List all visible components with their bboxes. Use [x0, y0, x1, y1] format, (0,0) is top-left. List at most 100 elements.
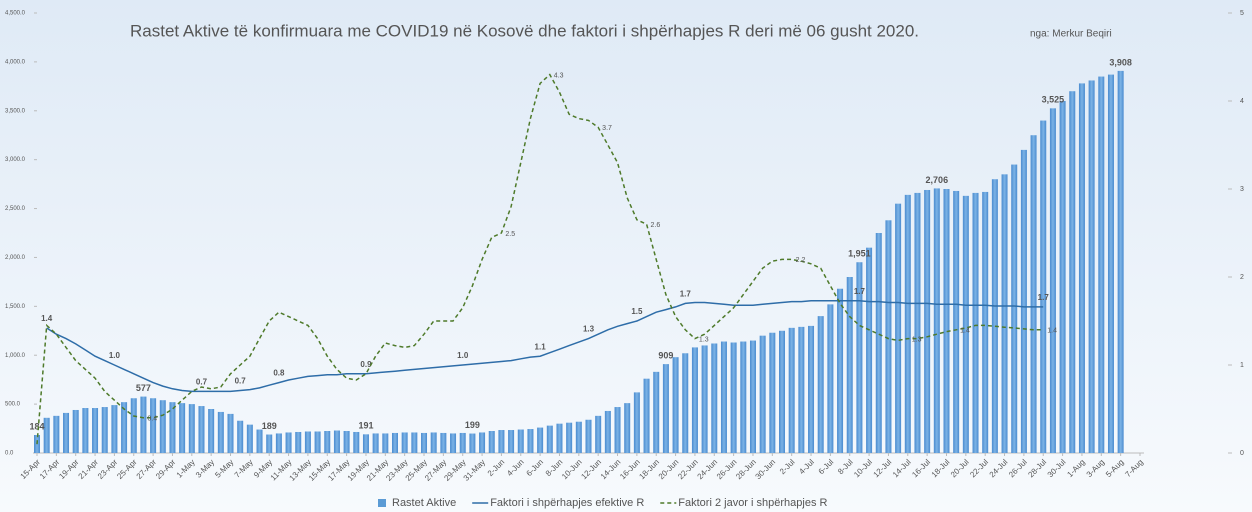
- bar: [972, 192, 979, 453]
- bar: [769, 332, 776, 453]
- bar: [159, 400, 166, 453]
- bar: [701, 345, 708, 453]
- data-label: 2.2: [796, 257, 806, 264]
- bar: [246, 424, 253, 453]
- data-label: 909: [658, 350, 673, 360]
- bar: [1001, 174, 1008, 454]
- bar: [798, 326, 805, 453]
- y-tick-label: 2,000.0: [5, 255, 26, 261]
- data-label: 2,706: [926, 175, 949, 185]
- data-label: 1.0: [457, 351, 469, 360]
- bar: [169, 402, 176, 453]
- data-label: 1.3: [912, 336, 922, 343]
- bar: [875, 233, 882, 453]
- y2-tick-label: 5: [1240, 10, 1244, 17]
- data-label: 191: [358, 421, 373, 431]
- bar: [827, 304, 834, 453]
- legend-label: Rastet Aktive: [392, 497, 456, 509]
- chart-subtitle: nga: Merkur Beqiri: [1030, 29, 1112, 40]
- bar: [179, 403, 186, 453]
- legend: Rastet Aktive Faktori i shpërhapjes efekt…: [378, 497, 828, 509]
- data-label: 2.6: [651, 222, 661, 229]
- y-tick-label: 500.0: [5, 402, 21, 408]
- data-label: 3.7: [602, 125, 612, 132]
- bar: [140, 396, 147, 453]
- bar: [72, 409, 79, 453]
- bar: [1059, 101, 1066, 453]
- bar: [237, 420, 244, 453]
- bar: [121, 402, 128, 453]
- bar: [256, 429, 263, 453]
- bar: [759, 335, 766, 453]
- bar: [527, 429, 534, 453]
- bar: [304, 431, 311, 453]
- bar: [275, 433, 282, 453]
- bar: [227, 413, 234, 453]
- data-label: 184: [29, 421, 44, 431]
- bar: [101, 407, 108, 453]
- bar: [653, 371, 660, 453]
- bar: [740, 341, 747, 453]
- y-tick-label: 3,000.0: [5, 157, 26, 163]
- bar: [556, 423, 563, 453]
- y2-tick-label: 0: [1240, 450, 1244, 457]
- y-tick-label: 2,500.0: [5, 206, 26, 212]
- line: [46, 300, 1044, 393]
- bar: [450, 433, 457, 453]
- data-label: 1.7: [680, 290, 692, 299]
- bar: [788, 327, 795, 453]
- bar: [720, 341, 727, 453]
- data-label: 189: [262, 421, 277, 431]
- bar: [459, 432, 466, 453]
- bar: [837, 288, 844, 453]
- data-label: 199: [465, 420, 480, 430]
- bar: [1020, 149, 1027, 453]
- bar: [391, 432, 398, 453]
- bar: [779, 330, 786, 453]
- bar: [808, 325, 815, 453]
- bar: [914, 192, 921, 453]
- data-label: 3,525: [1042, 95, 1065, 105]
- bar: [63, 412, 70, 453]
- bar: [217, 411, 224, 453]
- bar: [333, 430, 340, 453]
- y2-tick-label: 1: [1240, 362, 1244, 369]
- bar: [488, 431, 495, 453]
- bar: [43, 417, 50, 453]
- bar: [546, 425, 553, 453]
- data-label: 1.1: [535, 342, 547, 351]
- bar: [1030, 135, 1037, 453]
- data-label: 0.7: [196, 378, 208, 387]
- bar: [53, 415, 60, 453]
- data-label: 1.0: [109, 351, 121, 360]
- bar: [672, 357, 679, 453]
- bar: [479, 432, 486, 453]
- chart-title: Rastet Aktive të konfirmuara me COVID19 …: [130, 21, 919, 40]
- bar: [372, 433, 379, 453]
- bar: [730, 342, 737, 453]
- bar: [614, 407, 621, 453]
- bar: [537, 427, 544, 453]
- bar: [82, 408, 89, 453]
- bar: [188, 404, 195, 453]
- bar: [895, 203, 902, 453]
- bar: [604, 410, 611, 453]
- bar: [1040, 120, 1047, 454]
- bar: [130, 398, 137, 453]
- data-label: 1.4: [41, 314, 53, 323]
- bar: [517, 429, 524, 453]
- y2-tick-label: 4: [1240, 98, 1244, 105]
- bar: [508, 430, 515, 453]
- bar: [924, 189, 931, 453]
- y-tick-label: 3,500.0: [5, 108, 26, 114]
- bar: [691, 347, 698, 453]
- bar: [1069, 91, 1076, 453]
- bar: [1088, 80, 1095, 453]
- bar: [624, 403, 631, 453]
- line: [36, 73, 1044, 445]
- bar: [566, 422, 573, 453]
- bar: [92, 408, 99, 453]
- bar: [933, 188, 940, 453]
- legend-label: Faktori 2 javor i shpërhapjes R: [678, 497, 827, 509]
